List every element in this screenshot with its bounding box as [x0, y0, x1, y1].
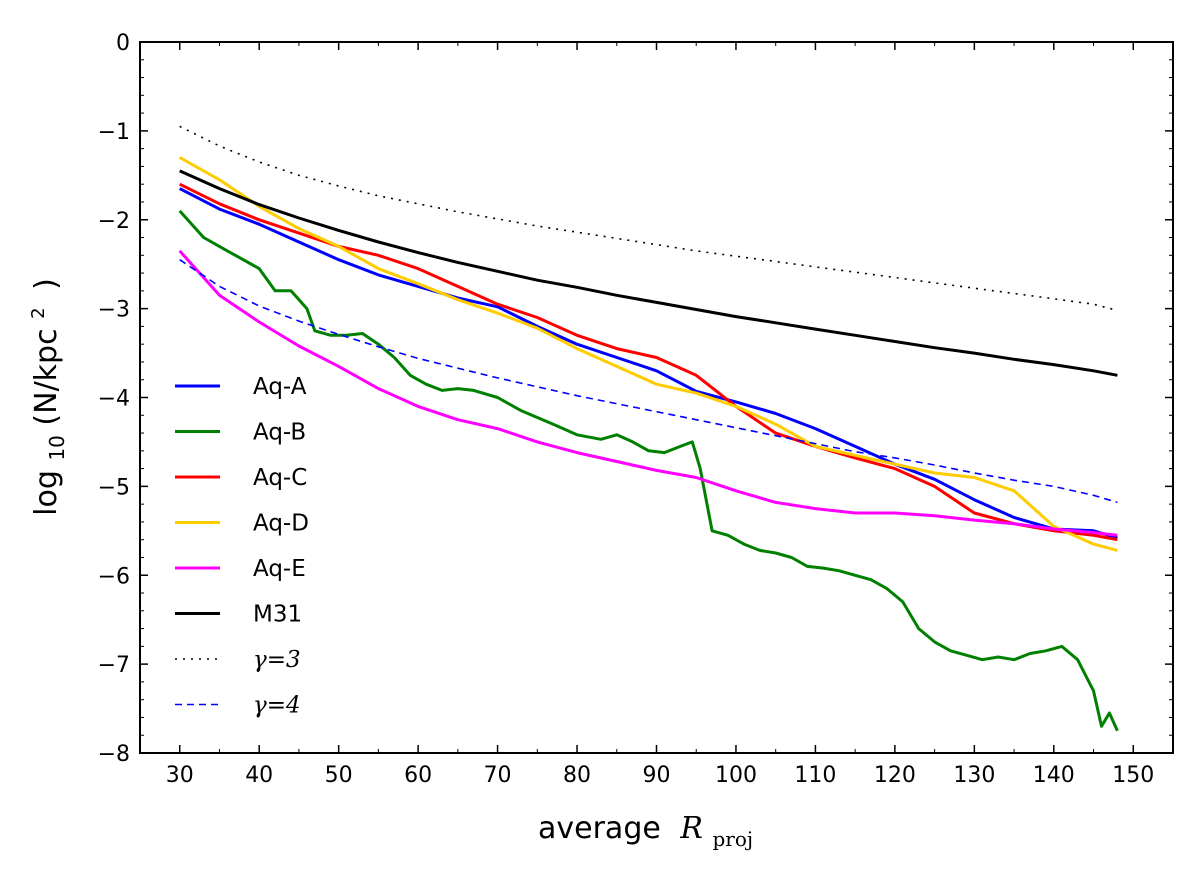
svg-text:average R proj: average R proj — [538, 811, 753, 851]
x-tick-label: 70 — [484, 763, 512, 788]
legend-label-3: Aq-D — [253, 511, 309, 537]
x-tick-label: 140 — [1033, 763, 1075, 788]
y-tick-label: −7 — [98, 653, 130, 678]
x-tick-label: 130 — [953, 763, 995, 788]
x-axis-label-subscript: proj — [713, 827, 754, 851]
y-axis-label-sup: 2 — [28, 307, 49, 318]
x-tick-label: 30 — [166, 763, 194, 788]
legend-label-4: Aq-E — [253, 556, 306, 582]
legend-label-1: Aq-B — [253, 420, 306, 446]
y-tick-label: −1 — [98, 120, 130, 145]
y-tick-label: −6 — [98, 564, 130, 589]
legend-label-7: γ=4 — [253, 693, 301, 719]
x-tick-label: 80 — [563, 763, 591, 788]
legend-label-2: Aq-C — [253, 465, 307, 491]
tick-layer: 30 40 50 60 70 80 90 100 110 120 130 140 150 0 −1 −2 −3 −… — [98, 31, 1174, 788]
y-axis-label-close: ) — [29, 278, 64, 290]
series-line-4 — [178, 249, 1118, 537]
y-axis-label-sub: 10 — [45, 435, 69, 460]
y-axis-label-prefix: log — [29, 470, 64, 516]
y-tick-label: 0 — [116, 31, 130, 56]
x-axis-label-text: average — [538, 811, 661, 846]
y-tick-label: −5 — [98, 475, 130, 500]
legend-label-5: M31 — [253, 602, 302, 628]
x-tick-label: 90 — [643, 763, 671, 788]
x-axis-label: average R proj — [538, 811, 753, 851]
x-tick-label: 100 — [715, 763, 757, 788]
legend: Aq-A Aq-B Aq-C Aq-D Aq-E M31 γ=3 γ=4 — [175, 374, 309, 719]
legend-label-0: Aq-A — [253, 374, 307, 400]
legend-label-6: γ=3 — [253, 647, 301, 673]
y-axis-label-body: (N/kpc — [29, 328, 64, 425]
svg-text:log 10 (N/kpc: log 10 (N/kpc 2 ) — [17, 278, 72, 516]
x-tick-label: 150 — [1112, 763, 1154, 788]
x-tick-label: 50 — [325, 763, 353, 788]
y-tick-label: −4 — [98, 387, 130, 412]
series-line-3 — [178, 156, 1118, 552]
series-line-1 — [178, 209, 1119, 732]
x-tick-label: 120 — [874, 763, 916, 788]
y-tick-label: −8 — [98, 742, 130, 767]
x-axis-label-symbol: R — [679, 811, 703, 846]
y-tick-label: −3 — [98, 298, 130, 323]
series-line-0 — [179, 187, 1118, 540]
y-axis-label: log 10 (N/kpc 2 ) — [17, 278, 72, 516]
series-layer — [178, 125, 1119, 732]
x-tick-label: 60 — [404, 763, 432, 788]
y-tick-label: −2 — [98, 209, 130, 234]
x-tick-label: 110 — [794, 763, 836, 788]
x-tick-label: 40 — [245, 763, 273, 788]
series-line-5 — [179, 169, 1118, 377]
